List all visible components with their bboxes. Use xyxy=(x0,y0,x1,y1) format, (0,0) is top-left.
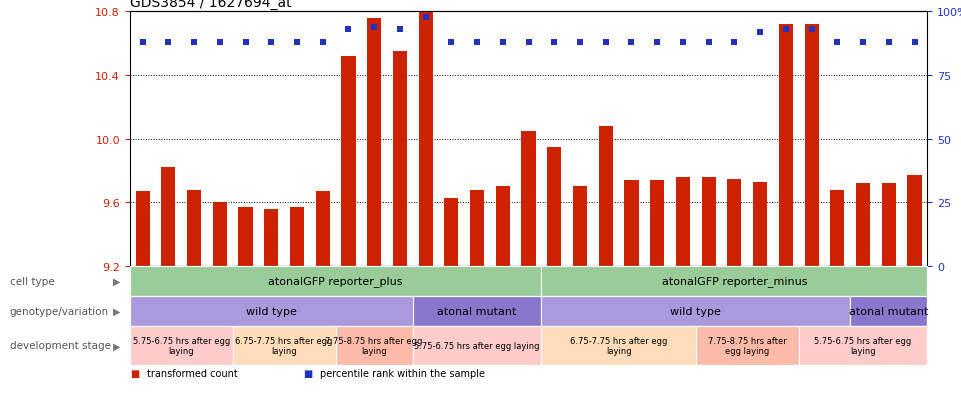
Bar xyxy=(676,178,690,266)
Text: 6.75-7.75 hrs after egg
laying: 6.75-7.75 hrs after egg laying xyxy=(570,336,667,355)
Text: ■: ■ xyxy=(130,368,139,378)
Bar xyxy=(907,176,922,266)
Bar xyxy=(856,184,870,266)
Text: ▶: ▶ xyxy=(112,340,120,351)
Bar xyxy=(881,184,896,266)
Text: atonal mutant: atonal mutant xyxy=(437,306,517,316)
Bar xyxy=(522,131,535,266)
Bar xyxy=(161,168,176,266)
Point xyxy=(727,40,742,46)
Bar xyxy=(727,179,742,266)
Point xyxy=(521,40,536,46)
Bar xyxy=(573,187,587,266)
Point xyxy=(855,40,871,46)
Bar xyxy=(702,178,716,266)
Point xyxy=(650,40,665,46)
Bar xyxy=(547,147,561,266)
Bar xyxy=(341,57,356,266)
Text: ■: ■ xyxy=(303,368,312,378)
Text: 5.75-6.75 hrs after egg laying: 5.75-6.75 hrs after egg laying xyxy=(414,341,540,350)
Text: 5.75-6.75 hrs after egg
laying: 5.75-6.75 hrs after egg laying xyxy=(133,336,230,355)
Text: atonalGFP reporter_minus: atonalGFP reporter_minus xyxy=(661,276,807,287)
Point xyxy=(624,40,639,46)
Point xyxy=(778,27,794,33)
Point xyxy=(573,40,588,46)
Text: percentile rank within the sample: percentile rank within the sample xyxy=(320,368,485,378)
Point xyxy=(341,27,357,33)
Point xyxy=(315,40,331,46)
Text: wild type: wild type xyxy=(671,306,722,316)
Point xyxy=(701,40,716,46)
Text: cell type: cell type xyxy=(10,276,54,286)
Text: GDS3854 / 1627694_at: GDS3854 / 1627694_at xyxy=(130,0,291,10)
Text: atonal mutant: atonal mutant xyxy=(850,306,928,316)
Bar xyxy=(753,182,767,266)
Text: 5.75-6.75 hrs after egg
laying: 5.75-6.75 hrs after egg laying xyxy=(814,336,912,355)
Point xyxy=(392,27,407,33)
Bar xyxy=(290,208,304,266)
Bar xyxy=(238,208,253,266)
Text: 6.75-7.75 hrs after egg
laying: 6.75-7.75 hrs after egg laying xyxy=(235,336,333,355)
Point xyxy=(752,29,768,36)
Bar xyxy=(444,198,458,266)
Bar xyxy=(804,25,819,266)
Point xyxy=(547,40,562,46)
Bar xyxy=(212,203,227,266)
Point xyxy=(598,40,613,46)
Text: atonalGFP reporter_plus: atonalGFP reporter_plus xyxy=(268,276,403,287)
Point xyxy=(444,40,459,46)
Text: ▶: ▶ xyxy=(112,306,120,316)
Bar xyxy=(625,180,638,266)
Bar xyxy=(393,52,407,266)
Text: genotype/variation: genotype/variation xyxy=(10,306,109,316)
Point xyxy=(676,40,691,46)
Bar xyxy=(136,192,150,266)
Text: development stage: development stage xyxy=(10,340,111,351)
Bar xyxy=(496,187,510,266)
Point xyxy=(160,40,176,46)
Text: wild type: wild type xyxy=(246,306,297,316)
Text: 7.75-8.75 hrs after egg
laying: 7.75-8.75 hrs after egg laying xyxy=(326,336,423,355)
Point xyxy=(881,40,897,46)
Bar xyxy=(315,192,330,266)
Point xyxy=(135,40,150,46)
Bar xyxy=(187,190,201,266)
Text: transformed count: transformed count xyxy=(147,368,237,378)
Point xyxy=(212,40,228,46)
Point xyxy=(237,40,253,46)
Point xyxy=(907,40,923,46)
Bar xyxy=(419,12,432,266)
Point xyxy=(289,40,305,46)
Point xyxy=(495,40,510,46)
Point xyxy=(829,40,845,46)
Point xyxy=(804,27,820,33)
Bar xyxy=(830,190,845,266)
Text: 7.75-8.75 hrs after
egg laying: 7.75-8.75 hrs after egg laying xyxy=(708,336,787,355)
Point xyxy=(366,24,382,31)
Bar xyxy=(599,127,613,266)
Point xyxy=(263,40,279,46)
Bar xyxy=(264,209,279,266)
Point xyxy=(186,40,202,46)
Bar xyxy=(367,19,382,266)
Point xyxy=(469,40,484,46)
Bar xyxy=(651,180,664,266)
Text: ▶: ▶ xyxy=(112,276,120,286)
Bar xyxy=(470,190,484,266)
Bar xyxy=(778,25,793,266)
Point xyxy=(418,14,433,21)
